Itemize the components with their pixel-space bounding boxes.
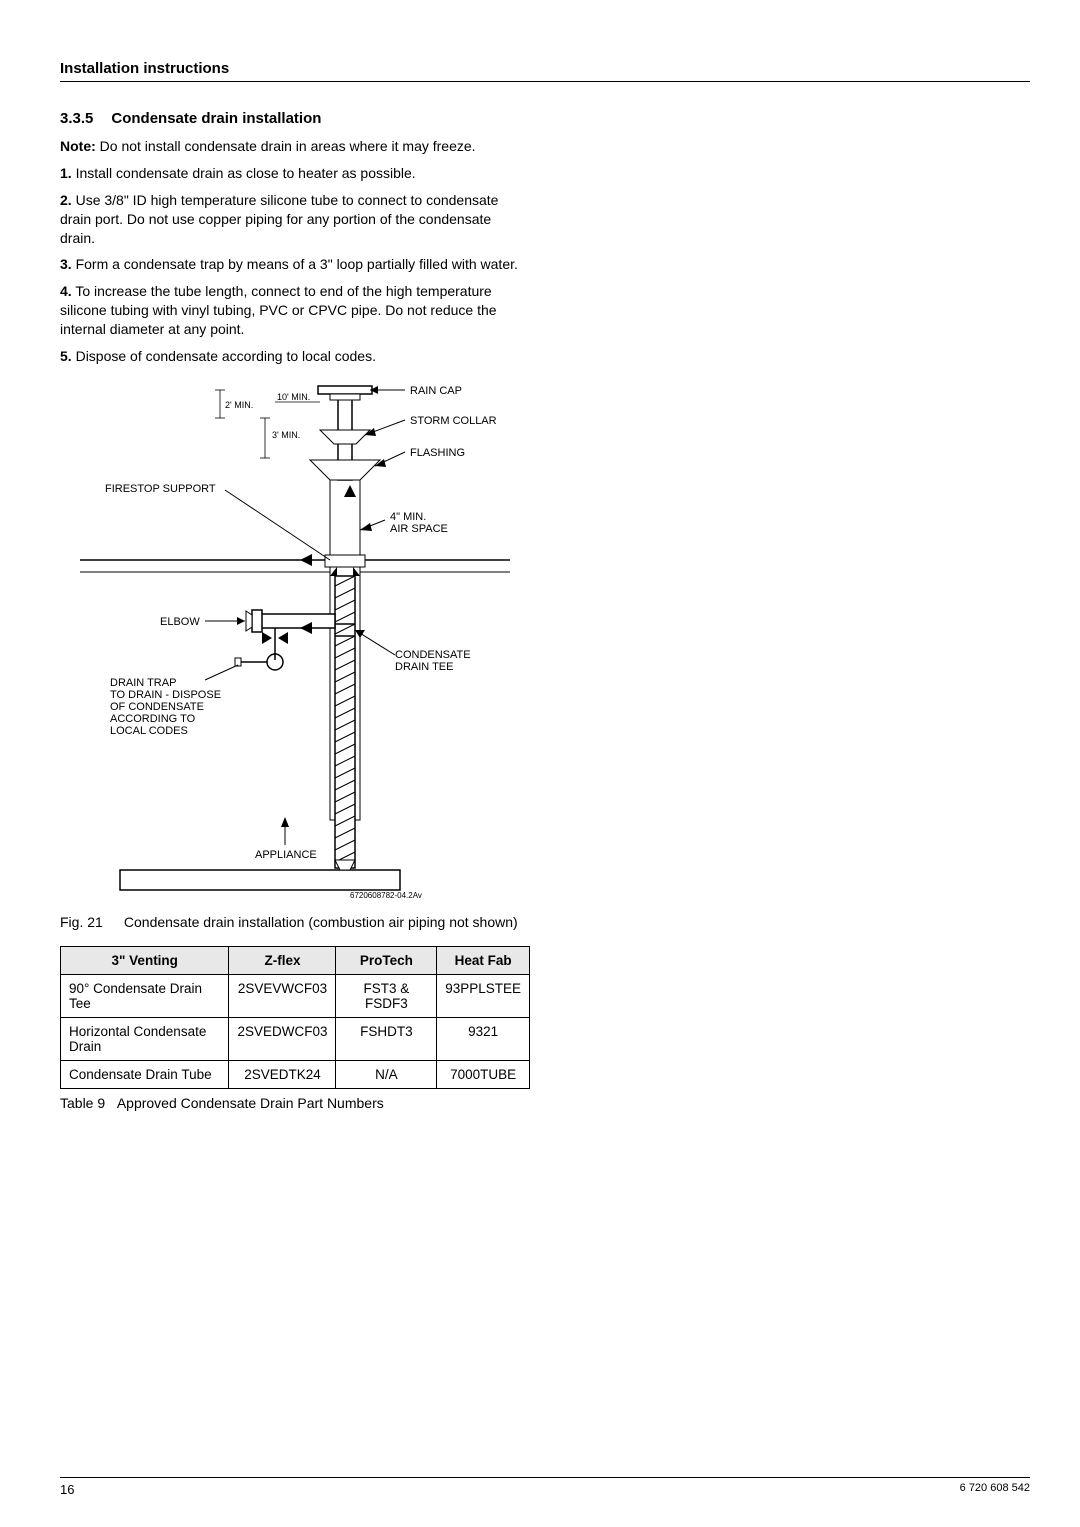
step-2: 2. Use 3/8" ID high temperature silicone… xyxy=(60,191,530,248)
step-num: 1. xyxy=(60,165,72,181)
figure-text: Condensate drain installation (combustio… xyxy=(124,913,524,932)
step-5: 5. Dispose of condensate according to lo… xyxy=(60,347,530,366)
diagram-svg: RAIN CAP STORM COLLAR FLASHING FIRESTOP … xyxy=(60,380,530,900)
table-caption: Table 9 Approved Condensate Drain Part N… xyxy=(60,1095,530,1111)
step-text: Dispose of condensate according to local… xyxy=(72,348,376,364)
cell: FST3 & FSDF3 xyxy=(336,974,437,1017)
table-row: Horizontal Condensate Drain 2SVEDWCF03 F… xyxy=(61,1017,530,1060)
note-paragraph: Note: Do not install condensate drain in… xyxy=(60,137,530,156)
label-air-space-1: 4" MIN. xyxy=(390,511,426,523)
step-text: Form a condensate trap by means of a 3" … xyxy=(72,256,518,272)
label-drain-5: LOCAL CODES xyxy=(110,725,188,737)
label-rain-cap: RAIN CAP xyxy=(410,385,462,397)
th-venting: 3" Venting xyxy=(61,946,229,974)
section-title: Condensate drain installation xyxy=(111,110,321,127)
cell: Condensate Drain Tube xyxy=(61,1060,229,1088)
table-row: Condensate Drain Tube 2SVEDTK24 N/A 7000… xyxy=(61,1060,530,1088)
label-elbow: ELBOW xyxy=(160,616,200,628)
main-column: 3.3.5 Condensate drain installation Note:… xyxy=(60,110,530,1111)
cell: FSHDT3 xyxy=(336,1017,437,1060)
cell: 2SVEDTK24 xyxy=(229,1060,336,1088)
note-label: Note: xyxy=(60,138,96,154)
label-drain-3: OF CONDENSATE xyxy=(110,701,204,713)
step-4: 4. To increase the tube length, connect … xyxy=(60,282,530,339)
step-text: To increase the tube length, connect to … xyxy=(60,283,497,337)
step-num: 5. xyxy=(60,348,72,364)
cell: 9321 xyxy=(437,1017,530,1060)
label-ten-min: 10' MIN. xyxy=(277,392,310,402)
cell: 2SVEVWCF03 xyxy=(229,974,336,1017)
th-protech: ProTech xyxy=(336,946,437,974)
label-appliance: APPLIANCE xyxy=(255,849,317,861)
label-two-min: 2' MIN. xyxy=(225,400,253,410)
step-num: 4. xyxy=(60,283,72,299)
step-1: 1. Install condensate drain as close to … xyxy=(60,164,530,183)
label-cond-tee-2: DRAIN TEE xyxy=(395,661,453,673)
step-3: 3. Form a condensate trap by means of a … xyxy=(60,255,530,274)
cell: 90° Condensate Drain Tee xyxy=(61,974,229,1017)
step-text: Install condensate drain as close to hea… xyxy=(72,165,416,181)
th-zflex: Z-flex xyxy=(229,946,336,974)
page-number: 16 xyxy=(60,1482,74,1497)
doc-number: 6 720 608 542 xyxy=(960,1482,1030,1494)
table-caption-text: Approved Condensate Drain Part Numbers xyxy=(117,1095,384,1111)
table-caption-label: Table 9 xyxy=(60,1095,105,1111)
page-footer: 16 6 720 608 542 xyxy=(60,1477,1030,1497)
parts-table: 3" Venting Z-flex ProTech Heat Fab 90° C… xyxy=(60,946,530,1089)
table-row: 90° Condensate Drain Tee 2SVEVWCF03 FST3… xyxy=(61,974,530,1017)
cell: 7000TUBE xyxy=(437,1060,530,1088)
page-header: Installation instructions xyxy=(60,60,1030,82)
label-firestop: FIRESTOP SUPPORT xyxy=(105,483,216,495)
label-storm-collar: STORM COLLAR xyxy=(410,415,497,427)
section-number: 3.3.5 xyxy=(60,110,93,127)
step-num: 3. xyxy=(60,256,72,272)
label-img-num: 6720608782-04.2Av xyxy=(350,891,422,900)
label-drain-4: ACCORDING TO xyxy=(110,713,196,725)
step-text: Use 3/8" ID high temperature silicone tu… xyxy=(60,192,498,246)
cell: N/A xyxy=(336,1060,437,1088)
section-heading: 3.3.5 Condensate drain installation xyxy=(60,110,530,127)
th-heatfab: Heat Fab xyxy=(437,946,530,974)
cell: 2SVEDWCF03 xyxy=(229,1017,336,1060)
label-air-space-2: AIR SPACE xyxy=(390,523,448,535)
note-text: Do not install condensate drain in areas… xyxy=(96,138,476,154)
label-cond-tee-1: CONDENSATE xyxy=(395,649,471,661)
label-three-min: 3' MIN. xyxy=(272,430,300,440)
cell: 93PPLSTEE xyxy=(437,974,530,1017)
label-drain-1: DRAIN TRAP xyxy=(110,677,176,689)
figure-label: Fig. 21 xyxy=(60,913,120,932)
label-drain-2: TO DRAIN - DISPOSE xyxy=(110,689,221,701)
cell: Horizontal Condensate Drain xyxy=(61,1017,229,1060)
label-flashing: FLASHING xyxy=(410,447,465,459)
diagram: RAIN CAP STORM COLLAR FLASHING FIRESTOP … xyxy=(60,380,530,903)
step-num: 2. xyxy=(60,192,72,208)
figure-caption: Fig. 21 Condensate drain installation (c… xyxy=(60,913,530,932)
